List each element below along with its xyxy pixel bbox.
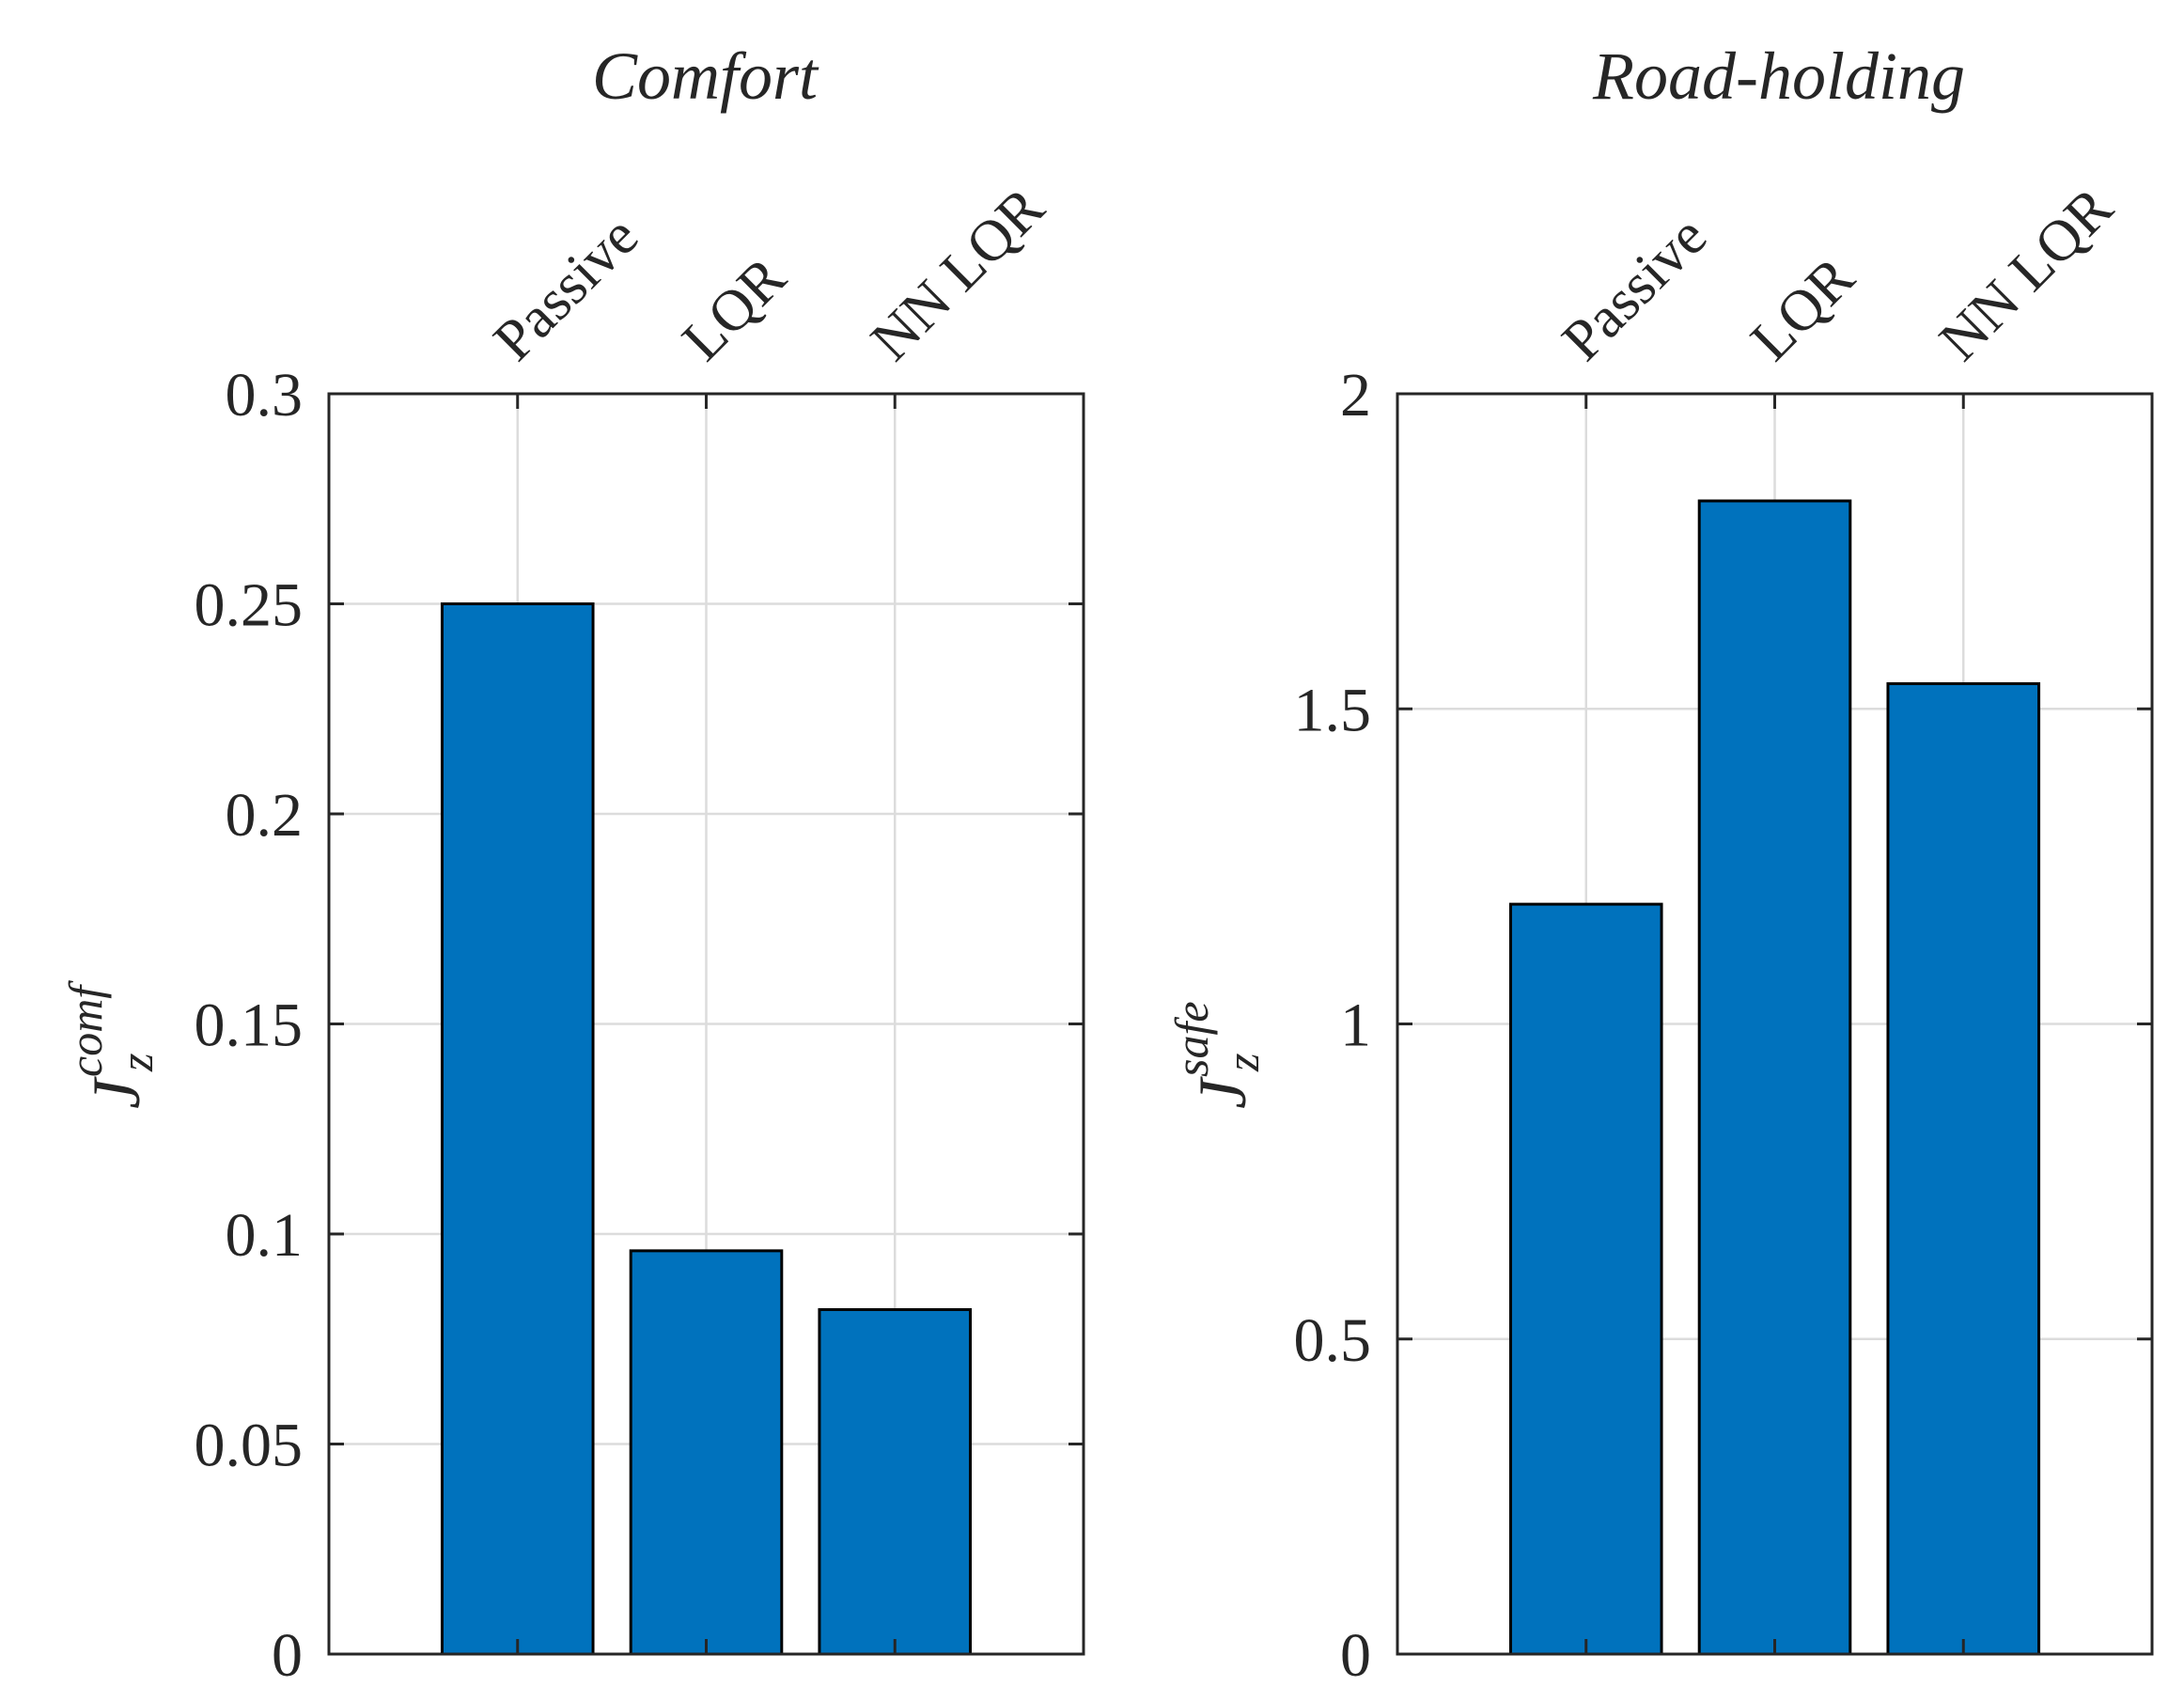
comfort-ylabel-base: J bbox=[79, 1076, 154, 1109]
road-holding-category-label: Passive bbox=[1551, 204, 1720, 373]
road-holding-ytick-label: 0.5 bbox=[1294, 1306, 1372, 1375]
comfort-panel: Comfort 0 0.05 0.1 0.15 0.2 0.25 0.3 Passive LQ… bbox=[59, 39, 1085, 1690]
road-holding-ytick-label: 0 bbox=[1340, 1621, 1371, 1690]
comfort-bar-nn-lqr bbox=[818, 1307, 973, 1656]
road-holding-ytick-label: 1.5 bbox=[1294, 676, 1372, 744]
comfort-ytick-label: 0.3 bbox=[226, 361, 304, 429]
comfort-ylabel-sub: z bbox=[110, 1054, 163, 1072]
comfort-category-label: LQR bbox=[670, 245, 798, 373]
road-holding-y-axis-label: J z safe bbox=[1165, 1001, 1269, 1109]
road-holding-title: Road-holding bbox=[1592, 39, 1965, 114]
road-holding-category-label: LQR bbox=[1739, 245, 1866, 373]
comfort-ytick-label: 0.05 bbox=[195, 1412, 304, 1480]
road-holding-ylabel-sub: z bbox=[1216, 1054, 1269, 1072]
comfort-y-axis-label: J z comf bbox=[59, 980, 163, 1109]
comfort-ylabel-sup: comf bbox=[59, 980, 112, 1077]
road-holding-panel: Road-holding 00.511.52 Passive LQR NN LQR … bbox=[1165, 39, 2154, 1690]
comfort-ytick-label: 0.1 bbox=[226, 1201, 304, 1270]
comfort-category-labels: Passive LQR NN LQR bbox=[482, 175, 1057, 373]
comfort-title: Comfort bbox=[592, 39, 819, 114]
road-holding-ytick-label: 1 bbox=[1340, 992, 1371, 1060]
comfort-category-label: Passive bbox=[482, 204, 651, 373]
comfort-ytick-label: 0.15 bbox=[195, 992, 304, 1060]
comfort-bar-lqr bbox=[629, 1249, 784, 1656]
road-holding-bars bbox=[1508, 499, 2041, 1656]
comfort-bar-passive bbox=[440, 602, 595, 1656]
road-holding-bar-lqr bbox=[1697, 499, 1852, 1656]
comfort-category-label: NN LQR bbox=[859, 175, 1057, 373]
road-holding-ytick-label: 2 bbox=[1340, 361, 1371, 429]
comfort-ytick-label: 0 bbox=[272, 1621, 303, 1690]
road-holding-category-label: NN LQR bbox=[1927, 175, 2126, 373]
road-holding-ylabel-sup: safe bbox=[1165, 1001, 1218, 1077]
comfort-bars bbox=[440, 602, 973, 1656]
road-holding-bar-nn-lqr bbox=[1886, 681, 2041, 1656]
road-holding-bar-passive bbox=[1508, 902, 1663, 1656]
road-holding-ticks bbox=[1397, 392, 2152, 1656]
road-holding-ylabel-base: J bbox=[1185, 1076, 1260, 1109]
comfort-ytick-label: 0.25 bbox=[195, 571, 304, 640]
comfort-ticks bbox=[329, 392, 1084, 1656]
road-holding-category-labels: Passive LQR NN LQR bbox=[1551, 175, 2126, 373]
road-holding-y-tick-labels: 0 0.5 1 1.5 2 bbox=[1294, 361, 1372, 1690]
comfort-y-tick-labels: 0 0.05 0.1 0.15 0.2 0.25 0.3 bbox=[195, 361, 304, 1690]
comfort-ytick-label: 0.2 bbox=[226, 781, 304, 850]
